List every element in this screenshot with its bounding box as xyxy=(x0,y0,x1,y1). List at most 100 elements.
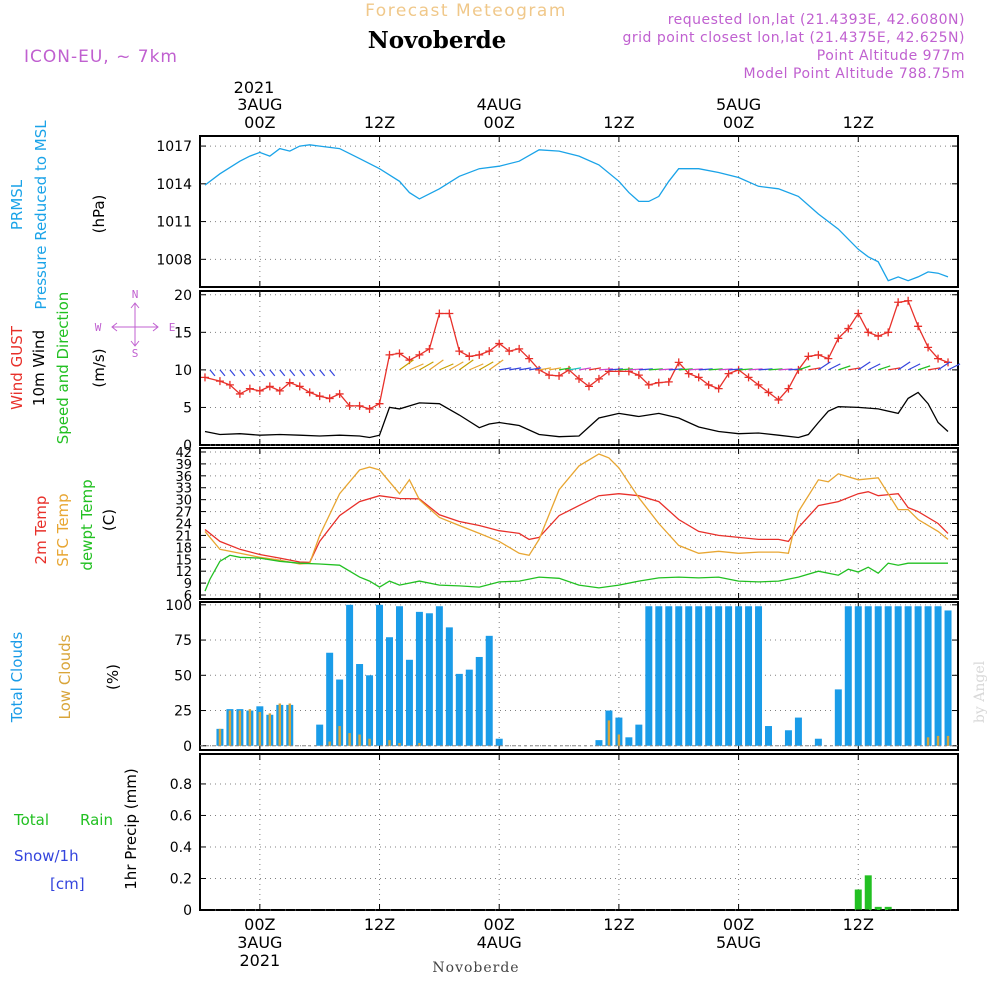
gust-point xyxy=(385,350,394,359)
gust-point xyxy=(475,350,484,359)
low-clouds-bar xyxy=(607,720,611,746)
gust-point xyxy=(914,322,923,331)
temperature-ytick-label: 15 xyxy=(175,553,192,568)
total-clouds-bar xyxy=(844,606,852,746)
wind-arrow xyxy=(888,367,901,371)
wind-arrow xyxy=(808,367,821,371)
temperature-ytick-label: 30 xyxy=(175,494,192,509)
temperature-ytick-label: 6 xyxy=(184,589,192,604)
bottom-time-label: 3AUG xyxy=(237,933,282,952)
precip-yaxis: 0 0.2 0.4 0.6 0.8 xyxy=(170,777,958,919)
gust-point xyxy=(754,380,763,389)
wind-arrow xyxy=(728,368,743,371)
wind-yaxis: 0 5 10 15 20 xyxy=(174,288,958,454)
wind-arrow xyxy=(648,368,663,371)
total-clouds-bar xyxy=(395,606,403,746)
wind-arrow xyxy=(519,367,532,371)
wind-10m-label: 10m Wind xyxy=(30,330,48,406)
wind-ytick-label: 20 xyxy=(174,288,192,304)
gust-point xyxy=(744,373,753,382)
gust-point xyxy=(525,354,534,363)
total-clouds-bar xyxy=(924,606,932,746)
total-clouds-bar xyxy=(695,606,703,746)
low-clouds-bar xyxy=(268,713,272,746)
snow-label: Snow/1h xyxy=(14,847,79,865)
temperature-ytick-label: 42 xyxy=(175,446,192,461)
wind-arrow xyxy=(259,369,266,377)
wind-arrow xyxy=(668,368,683,371)
gust-point xyxy=(784,384,793,393)
low-clouds-bar xyxy=(617,734,621,746)
gust-point xyxy=(894,298,903,307)
snow-unit-label: [cm] xyxy=(50,875,85,893)
total-clouds-bar xyxy=(625,737,633,746)
prmsl-label: PRMSL xyxy=(8,179,26,230)
total-clouds-bar xyxy=(765,726,772,746)
gust-point xyxy=(575,374,583,383)
wind-arrow xyxy=(488,359,504,371)
point-altitude: Point Altitude 977m xyxy=(817,48,965,64)
gust-point xyxy=(295,382,304,391)
pressure-ytick-label: 1008 xyxy=(156,252,192,268)
top-time-label: 12Z xyxy=(603,113,634,132)
total-clouds-bar xyxy=(685,606,693,746)
gust-point xyxy=(864,328,873,337)
wind-compass: N E S W xyxy=(95,288,176,360)
clouds-unit-label: (%) xyxy=(104,664,122,690)
cloud-labels: Total Clouds Low Clouds (%) xyxy=(8,632,122,724)
total-clouds-bar xyxy=(366,675,374,746)
gust-point xyxy=(684,369,693,378)
gust-point xyxy=(305,388,314,397)
total-label: Total xyxy=(13,811,49,829)
wind-arrow xyxy=(269,369,276,377)
wind-arrow xyxy=(937,361,951,371)
temperature-frame xyxy=(199,447,959,600)
rain-bar xyxy=(874,906,882,910)
wind-arrow xyxy=(857,361,871,371)
total-clouds-bar xyxy=(316,724,324,746)
top-year-label: 2021 xyxy=(234,78,275,97)
sfc-temp-line xyxy=(204,453,949,565)
total-clouds-bar xyxy=(884,606,892,746)
total-clouds-bar xyxy=(914,606,922,746)
wind-arrow xyxy=(818,361,831,371)
wind-arrow xyxy=(299,369,306,377)
gust-point xyxy=(485,347,494,356)
top-time-label: 00Z xyxy=(723,113,754,132)
gust-point xyxy=(425,344,434,353)
gust-point xyxy=(844,324,853,333)
total-clouds-bar xyxy=(495,738,503,746)
total-clouds-bar xyxy=(326,652,334,746)
gust-point xyxy=(505,347,514,356)
gust-point xyxy=(245,384,254,393)
compass-w: W xyxy=(95,321,102,334)
compass-s: S xyxy=(132,347,139,360)
top-time-label: 12Z xyxy=(843,113,874,132)
gust-point xyxy=(764,388,773,397)
total-clouds-bar xyxy=(346,604,354,746)
wind-arrow xyxy=(309,369,316,377)
gust-point xyxy=(874,332,883,341)
temperature-ytick-label: 9 xyxy=(184,577,192,592)
gust-point xyxy=(904,296,913,305)
low-clouds-bar xyxy=(238,710,242,746)
clouds-ytick-label: 100 xyxy=(165,598,192,614)
gust-point xyxy=(944,358,953,367)
total-clouds-bar xyxy=(864,606,872,746)
precip-unit-label: 1hr Precip (mm) xyxy=(122,768,140,889)
gust-point xyxy=(435,309,444,318)
gust-point xyxy=(594,374,603,383)
prmsl-desc-label: Pressure Reduced to MSL xyxy=(32,120,50,310)
precip-vgrid xyxy=(259,754,859,910)
total-clouds-bar xyxy=(735,606,743,746)
total-clouds-bar xyxy=(435,606,443,746)
low-clouds-bar xyxy=(228,710,232,746)
gust-point xyxy=(545,371,554,380)
clouds-panel: 0 25 50 75 100 xyxy=(165,598,959,755)
gust-point xyxy=(315,392,324,401)
gust-point xyxy=(355,401,364,410)
low-clouds-bar xyxy=(926,737,930,746)
gust-point xyxy=(934,354,943,363)
rain-bar xyxy=(854,889,862,910)
